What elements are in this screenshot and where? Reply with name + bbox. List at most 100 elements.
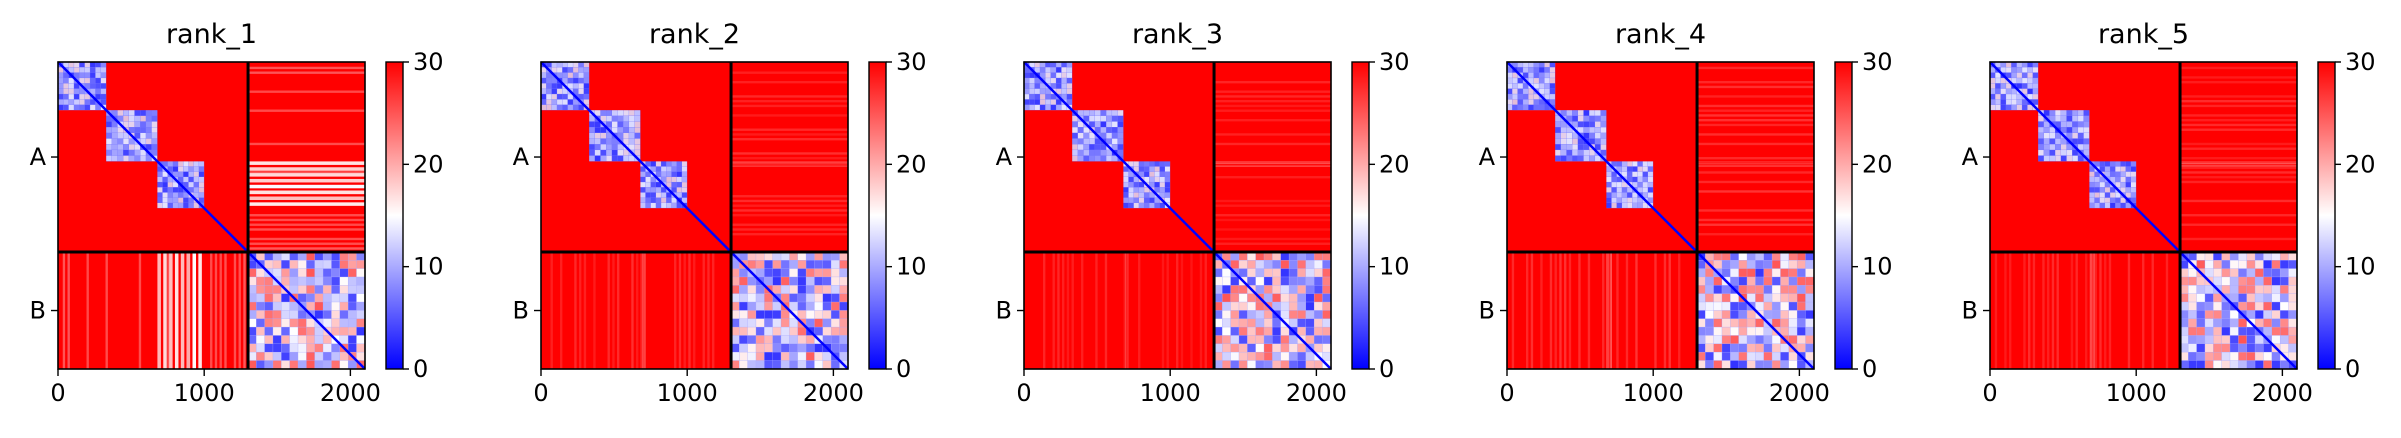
intra-chain-cell xyxy=(1280,285,1289,294)
intra-chain-cell xyxy=(562,72,568,78)
intra-chain-cell xyxy=(1280,327,1289,336)
intra-chain-cell xyxy=(1056,83,1062,89)
inter-chain-stripe xyxy=(1697,119,1814,122)
intra-chain-cell xyxy=(74,67,80,73)
intra-chain-cell xyxy=(2083,110,2090,116)
inter-chain-stripe xyxy=(2104,252,2107,369)
intra-chain-cell xyxy=(1722,352,1731,361)
intra-chain-cell xyxy=(1528,99,1534,105)
intra-chain-cell xyxy=(661,161,667,167)
intra-chain-cell xyxy=(747,352,756,361)
intra-chain-cell xyxy=(306,252,315,261)
intra-chain-cell xyxy=(1788,318,1797,327)
intra-chain-cell xyxy=(256,343,265,352)
intra-chain-cell xyxy=(1627,171,1633,177)
intra-chain-cell xyxy=(1555,155,1561,162)
inter-chain-stripe xyxy=(2180,95,2297,98)
intra-chain-cell xyxy=(146,121,152,128)
inter-chain-stripe xyxy=(1062,252,1065,369)
intra-chain-cell xyxy=(1272,335,1281,344)
intra-chain-cell xyxy=(306,302,315,311)
intra-chain-cell xyxy=(634,121,641,128)
intra-chain-cell xyxy=(273,252,282,261)
intra-chain-cell xyxy=(281,360,290,369)
intra-chain-cell xyxy=(248,327,257,336)
intra-chain-cell xyxy=(306,268,315,277)
intra-chain-cell xyxy=(731,285,740,294)
intra-chain-cell xyxy=(1788,302,1797,311)
intra-chain-cell xyxy=(1112,115,1118,122)
intra-chain-cell xyxy=(248,260,257,269)
intra-chain-cell xyxy=(1314,335,1323,344)
inter-chain-stripe xyxy=(2180,123,2297,127)
intra-chain-cell xyxy=(1560,150,1567,156)
intra-chain-cell xyxy=(1747,343,1756,352)
intra-chain-cell xyxy=(1034,94,1040,100)
intra-chain-cell xyxy=(2083,144,2090,150)
intra-chain-cell xyxy=(198,166,204,172)
intra-chain-cell xyxy=(1738,302,1747,311)
intra-chain-cell xyxy=(248,360,257,369)
intra-chain-cell xyxy=(2255,268,2264,277)
intra-chain-cell xyxy=(814,318,823,327)
intra-chain-cell xyxy=(671,187,677,193)
intra-chain-cell xyxy=(656,161,661,167)
intra-chain-cell xyxy=(2125,182,2131,188)
intra-chain-cell xyxy=(123,144,129,150)
intra-chain-cell xyxy=(2255,318,2264,327)
intra-chain-cell xyxy=(2006,67,2012,73)
intra-chain-cell xyxy=(2271,360,2280,369)
intra-chain-cell xyxy=(764,260,773,269)
intra-chain-cell xyxy=(1045,99,1051,105)
intra-chain-cell xyxy=(606,138,612,145)
intra-chain-cell xyxy=(1305,310,1314,319)
inter-chain-stripe xyxy=(2180,76,2297,79)
intra-chain-cell xyxy=(2072,110,2078,116)
inter-chain-stripe xyxy=(731,152,848,155)
intra-chain-cell xyxy=(1539,72,1545,78)
intra-chain-cell xyxy=(650,161,656,167)
intra-chain-cell xyxy=(264,310,273,319)
inter-chain-stripe xyxy=(731,128,848,131)
intra-chain-cell xyxy=(2000,62,2006,68)
intra-chain-cell xyxy=(756,327,765,336)
intra-chain-cell xyxy=(541,67,547,73)
intra-chain-cell xyxy=(1034,78,1040,84)
intra-chain-cell xyxy=(2038,150,2044,156)
intra-chain-cell xyxy=(1577,150,1584,156)
intra-chain-cell xyxy=(2230,352,2239,361)
intra-chain-cell xyxy=(1763,327,1772,336)
intra-chain-cell xyxy=(1805,260,1814,269)
intra-chain-cell xyxy=(1805,252,1814,261)
intra-chain-cell xyxy=(2094,177,2100,182)
intra-chain-cell xyxy=(650,192,656,198)
intra-chain-cell xyxy=(323,318,332,327)
intra-chain-cell xyxy=(2089,197,2095,203)
intra-chain-cell xyxy=(264,318,273,327)
y-tick-label: A xyxy=(1962,143,1979,171)
intra-chain-cell xyxy=(1763,302,1772,311)
intra-chain-cell xyxy=(797,327,806,336)
intra-chain-cell xyxy=(1990,88,1996,94)
intra-chain-cell xyxy=(2110,192,2116,198)
inter-chain-stripe xyxy=(1549,252,1553,369)
intra-chain-cell xyxy=(541,88,547,94)
intra-chain-cell xyxy=(1239,343,1248,352)
intra-chain-cell xyxy=(298,285,307,294)
intra-chain-cell xyxy=(2016,94,2022,100)
intra-chain-cell xyxy=(1560,127,1567,133)
intra-chain-cell xyxy=(822,302,831,311)
intra-chain-cell xyxy=(339,293,348,302)
intra-chain-cell xyxy=(666,177,672,182)
intra-chain-cell xyxy=(1139,166,1144,172)
intra-chain-cell xyxy=(2038,121,2044,128)
intra-chain-cell xyxy=(676,187,682,193)
inter-chain-stripe xyxy=(1697,157,1814,160)
intra-chain-cell xyxy=(1600,115,1607,122)
intra-chain-cell xyxy=(1738,360,1747,369)
intra-chain-cell xyxy=(594,132,601,139)
intra-chain-cell xyxy=(140,115,146,122)
intra-chain-cell xyxy=(814,277,823,286)
intra-chain-cell xyxy=(546,62,552,68)
intra-chain-cell xyxy=(1230,335,1239,344)
